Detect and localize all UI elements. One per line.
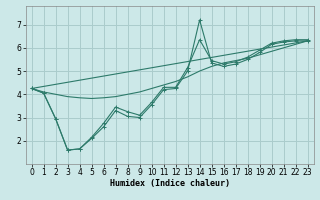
X-axis label: Humidex (Indice chaleur): Humidex (Indice chaleur) xyxy=(109,179,230,188)
